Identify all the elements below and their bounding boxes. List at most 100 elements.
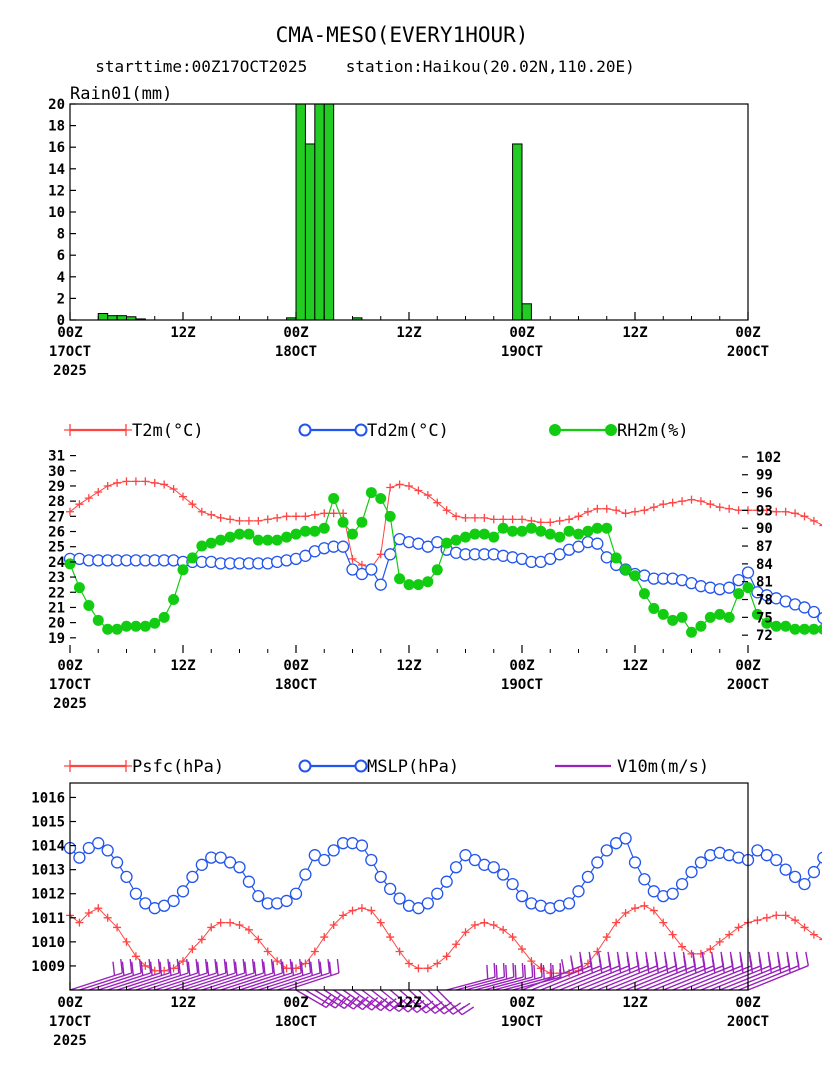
- plus-marker: [120, 424, 132, 436]
- plus-marker: [499, 515, 508, 524]
- plus-marker: [715, 503, 724, 512]
- x-tick-label: 00Z: [57, 325, 82, 341]
- legend-mslp-marker: [298, 759, 312, 773]
- y-tick-label: 25: [48, 540, 65, 556]
- plus-marker: [640, 901, 649, 910]
- rain-bar: [295, 103, 306, 321]
- rh2m-marker: [723, 611, 735, 623]
- y2-tick-label: 87: [756, 539, 773, 555]
- rh2m-marker: [780, 620, 792, 632]
- rain-bar: [97, 313, 109, 321]
- rh2m-marker: [130, 620, 142, 632]
- rh2m-marker: [328, 493, 340, 505]
- plus-marker: [292, 964, 300, 973]
- rh2m-marker: [347, 528, 358, 540]
- mslp-marker: [807, 865, 821, 879]
- plus-marker: [593, 947, 602, 956]
- wind-barb: [747, 951, 809, 991]
- plus-marker: [160, 480, 169, 489]
- mslp-marker: [252, 889, 265, 903]
- plus-marker: [226, 918, 235, 927]
- chart-title: CMA-MESO(EVERY1HOUR): [276, 23, 529, 47]
- rh2m-marker: [686, 626, 697, 638]
- td2m-marker: [723, 581, 736, 594]
- plus-marker: [84, 494, 93, 503]
- rh2m-marker: [591, 522, 603, 534]
- x-tick-label: 20OCT: [727, 677, 769, 693]
- plus-marker: [772, 507, 781, 516]
- plus-marker: [631, 904, 639, 913]
- plus-marker: [696, 497, 705, 506]
- mslp-marker: [647, 885, 660, 898]
- y2-tick-label: 81: [756, 575, 773, 591]
- y-tick-label: 1010: [31, 935, 65, 951]
- td2m-marker: [807, 605, 821, 619]
- psfc-line: [69, 905, 822, 974]
- rh2m-marker: [356, 516, 368, 528]
- plus-marker: [499, 925, 508, 934]
- rh2m-marker: [299, 525, 311, 537]
- plus-marker: [423, 964, 432, 973]
- plus-marker: [310, 947, 319, 956]
- rh2m-marker: [215, 534, 227, 546]
- wind-barb: [446, 963, 496, 991]
- plus-marker: [791, 916, 800, 925]
- y-tick-label: 1011: [31, 911, 65, 927]
- wind-barb: [182, 959, 236, 991]
- plus-marker: [207, 923, 216, 932]
- rh2m-marker: [375, 493, 387, 505]
- legend-mslp-marker: [354, 759, 368, 773]
- plus-marker: [386, 933, 395, 942]
- mslp-marker: [591, 856, 604, 869]
- y-tick-label: 1009: [31, 959, 65, 975]
- plus-marker: [131, 477, 140, 486]
- plus-marker: [452, 940, 461, 949]
- legend-t2m-label: T2m(°C): [132, 421, 204, 441]
- plus-marker: [405, 481, 413, 490]
- x-tick-label: 12Z: [622, 658, 647, 674]
- y-tick-label: 27: [48, 509, 65, 525]
- x-tick-label: 00Z: [283, 325, 308, 341]
- rh2m-marker: [111, 623, 123, 635]
- rh2m-marker: [601, 522, 613, 534]
- rh2m-marker: [450, 534, 462, 546]
- rh2m-marker: [365, 487, 377, 499]
- mslp-marker: [223, 856, 237, 869]
- plus-marker: [395, 480, 404, 489]
- rh2m-marker: [563, 525, 575, 537]
- wind-barb: [116, 959, 171, 991]
- plus-marker: [593, 504, 602, 513]
- plus-marker: [480, 918, 489, 927]
- plus-marker: [442, 952, 451, 961]
- plus-marker: [649, 503, 658, 512]
- plus-marker: [687, 949, 696, 958]
- plus-marker: [508, 933, 517, 942]
- mslp-marker: [365, 853, 378, 867]
- plus-marker: [631, 507, 639, 516]
- mslp-marker: [798, 877, 811, 891]
- legend-td2m-marker: [298, 423, 312, 437]
- x-tick-label: 12Z: [622, 325, 647, 341]
- plus-marker: [310, 510, 319, 519]
- rh2m-marker: [309, 525, 321, 537]
- rh2m-marker: [205, 537, 217, 549]
- plus-marker: [668, 930, 677, 939]
- mslp-marker: [581, 870, 595, 884]
- plus-marker: [207, 510, 216, 519]
- mslp-marker: [515, 889, 529, 903]
- legend-mslp-label: MSLP(hPa): [367, 757, 459, 777]
- wind-barb: [154, 959, 208, 991]
- plus-marker: [678, 497, 687, 506]
- mslp-marker: [82, 841, 95, 855]
- plus-marker: [706, 945, 715, 954]
- plus-marker: [452, 512, 461, 521]
- wind-barb: [484, 963, 534, 991]
- mslp-marker: [280, 894, 293, 908]
- plus-marker: [226, 515, 235, 524]
- plus-marker: [659, 918, 668, 927]
- mslp-marker: [110, 856, 124, 869]
- wind-barb: [503, 963, 553, 991]
- x-tick-label: 12Z: [170, 325, 195, 341]
- plus-marker: [235, 516, 244, 525]
- y-tick-label: 12: [48, 183, 65, 199]
